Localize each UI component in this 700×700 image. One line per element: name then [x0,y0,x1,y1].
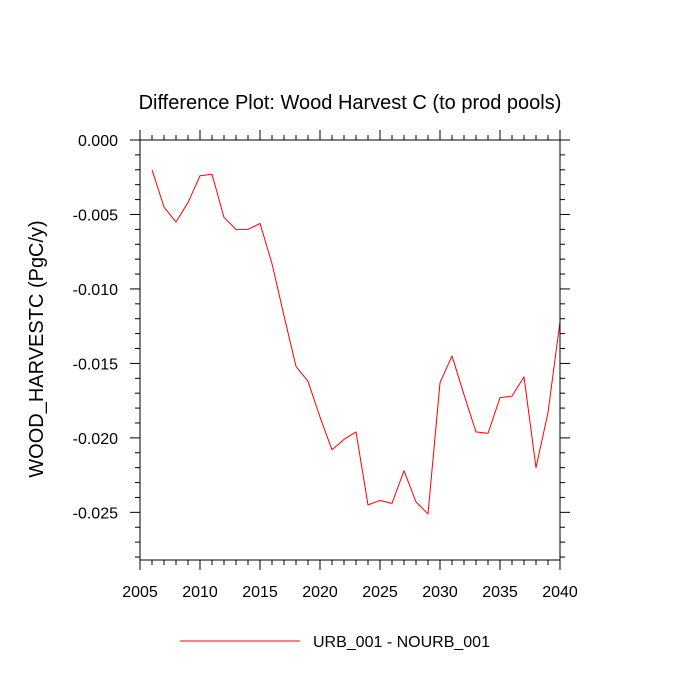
series-layer [151,169,561,515]
y-tick-label: -0.010 [73,282,118,299]
x-tick-label: 2030 [422,584,458,601]
y-tick-label: -0.025 [73,505,118,522]
legend: URB_001 - NOURB_001 [180,634,490,651]
y-axis-label: WOOD_HARVESTC (PgC/y) [26,220,48,477]
x-tick-label: 2010 [182,584,218,601]
x-tick-label: 2020 [302,584,338,601]
x-tick-label: 2035 [482,584,518,601]
x-tick-label: 2025 [362,584,398,601]
y-tick-label: 0.000 [78,133,118,150]
y-tick-label: -0.005 [73,207,118,224]
legend-label: URB_001 - NOURB_001 [313,634,490,651]
plot-frame [139,139,561,561]
x-tick-label: 2015 [242,584,278,601]
x-tick-label: 2005 [122,584,158,601]
series-line [151,169,561,515]
y-tick-label: -0.015 [73,356,118,373]
y-tick-label: -0.020 [73,431,118,448]
axis-ticks [130,130,570,570]
x-tick-label: 2040 [542,584,578,601]
axis-tick-labels: 2005 2010 2015 2020 2025 2030 2035 2040 0.000 -0.… [73,133,578,601]
chart-title: Difference Plot: Wood Harvest C (to prod… [139,92,562,114]
